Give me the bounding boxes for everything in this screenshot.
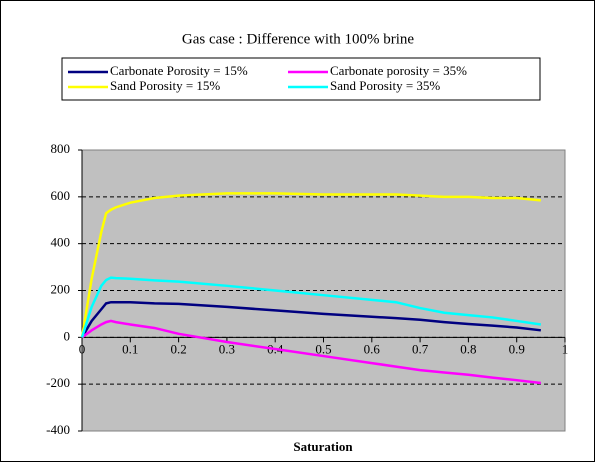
x-tick-label: 1	[562, 341, 569, 356]
y-tick-label: 0	[64, 328, 71, 343]
legend-label: Sand Porosity = 35%	[330, 78, 440, 93]
series-line	[80, 192, 541, 338]
x-tick-label: 0.6	[364, 341, 381, 356]
legend-label: Carbonate Porosity = 15%	[110, 63, 248, 78]
y-tick-label: 600	[51, 188, 71, 203]
legend-label: Sand Porosity = 15%	[110, 78, 220, 93]
x-tick-label: 0	[79, 341, 86, 356]
series-line	[80, 276, 542, 338]
x-axis-label: Saturation	[293, 439, 353, 454]
series-line	[81, 319, 541, 385]
legend-box	[61, 57, 541, 101]
y-tick-label: -400	[46, 422, 70, 437]
y-tick-label: 400	[51, 235, 71, 250]
legend-label: Carbonate porosity = 35%	[330, 63, 467, 78]
series-line	[80, 300, 541, 338]
y-tick-label: 200	[51, 281, 71, 296]
x-tick-label: 0.2	[170, 341, 186, 356]
y-tick-label: 800	[51, 141, 71, 156]
x-tick-label: 0.3	[219, 341, 235, 356]
x-tick-label: 0.1	[122, 341, 138, 356]
chart-title: Gas case : Difference with 100% brine	[182, 31, 414, 47]
x-tick-label: 0.8	[460, 341, 476, 356]
x-tick-label: 0.7	[412, 341, 429, 356]
y-tick-label: -200	[46, 375, 70, 390]
x-tick-label: 0.5	[315, 341, 331, 356]
x-tick-label: 0.9	[509, 341, 525, 356]
